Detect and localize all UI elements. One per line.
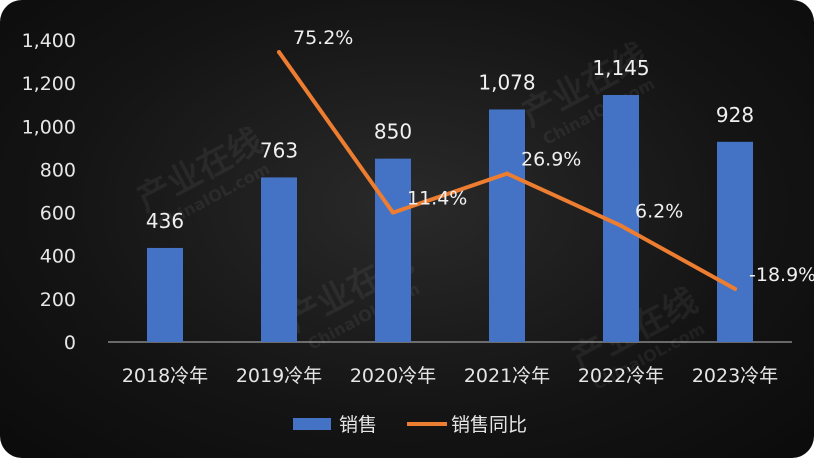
x-tick-label: 2023冷年 xyxy=(692,365,778,387)
bar-value-label: 1,078 xyxy=(478,70,535,94)
legend: 销售 销售同比 xyxy=(293,414,527,436)
x-axis: 2018冷年 2019冷年 2020冷年 2021冷年 2022冷年 2023冷年 xyxy=(122,365,778,387)
x-tick-label: 2021冷年 xyxy=(464,365,550,387)
bar-value-label: 850 xyxy=(374,120,412,144)
y-tick-label: 1,000 xyxy=(22,116,76,138)
y-tick-label: 0 xyxy=(64,332,76,354)
yoy-value-label: 6.2% xyxy=(635,201,683,223)
y-axis: 0 200 400 600 800 1,000 1,200 1,400 xyxy=(22,30,76,354)
yoy-value-label: 11.4% xyxy=(407,188,467,210)
yoy-point xyxy=(733,286,737,291)
bar xyxy=(375,158,411,342)
yoy-value-label: 75.2% xyxy=(293,27,353,49)
bar xyxy=(717,141,753,342)
yoy-value-label: -18.9% xyxy=(749,264,814,286)
y-tick-label: 600 xyxy=(40,203,76,225)
y-tick-label: 800 xyxy=(40,159,76,181)
legend-label-yoy: 销售同比 xyxy=(451,414,527,436)
yoy-point xyxy=(277,50,281,55)
yoy-point xyxy=(505,171,509,176)
x-tick-label: 2020冷年 xyxy=(350,365,436,387)
y-tick-label: 1,400 xyxy=(22,30,76,52)
yoy-value-label: 26.9% xyxy=(521,149,581,171)
legend-label-sales: 销售 xyxy=(339,414,377,436)
bar xyxy=(489,109,525,343)
y-tick-label: 1,200 xyxy=(22,73,76,95)
bar xyxy=(261,177,297,342)
bar xyxy=(147,247,183,342)
x-tick-label: 2018冷年 xyxy=(122,365,208,387)
bar-value-label: 1,145 xyxy=(592,56,649,80)
x-tick-label: 2022冷年 xyxy=(578,365,664,387)
y-tick-label: 200 xyxy=(40,289,76,311)
y-tick-label: 400 xyxy=(40,246,76,268)
legend-swatch-sales xyxy=(293,418,331,430)
bar-value-label: 436 xyxy=(146,209,184,233)
yoy-point xyxy=(391,210,395,215)
line-series: 75.2% 11.4% 26.9% 6.2% -18.9% xyxy=(277,27,814,291)
yoy-point xyxy=(619,223,623,228)
x-tick-label: 2019冷年 xyxy=(236,365,322,387)
bar-value-label: 763 xyxy=(260,138,298,162)
bar-value-label: 928 xyxy=(716,103,754,127)
